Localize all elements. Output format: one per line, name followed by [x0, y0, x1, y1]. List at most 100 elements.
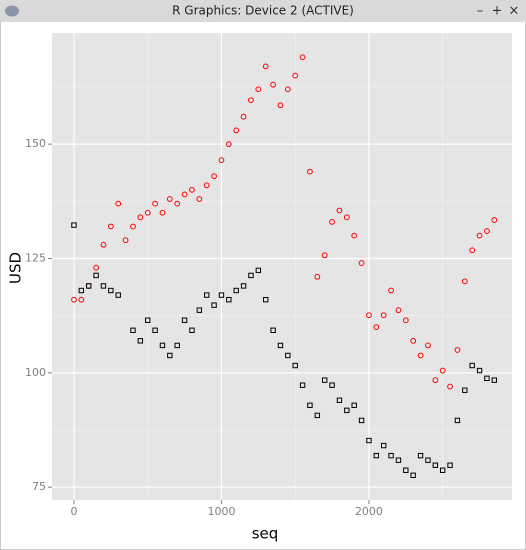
point: [248, 97, 254, 104]
point: [410, 337, 417, 344]
point: [292, 362, 298, 369]
point: [484, 375, 490, 382]
point: [351, 232, 358, 239]
point: [284, 86, 291, 93]
point: [432, 462, 439, 468]
point: [93, 264, 99, 271]
point: [240, 283, 247, 289]
point: [204, 292, 210, 298]
point: [314, 412, 321, 419]
point: [417, 352, 424, 359]
point: [174, 200, 181, 207]
point: [366, 312, 372, 319]
point: [277, 102, 284, 109]
point: [262, 63, 269, 70]
point: [462, 387, 468, 393]
point: [248, 272, 254, 279]
point: [307, 402, 313, 409]
point: [344, 407, 350, 414]
point: [196, 307, 203, 313]
point: [425, 457, 431, 463]
point: [373, 452, 380, 459]
point: [425, 342, 431, 349]
point: [211, 173, 217, 180]
point: [255, 267, 262, 274]
y-tick-label: 75: [32, 480, 46, 493]
point: [270, 81, 276, 88]
close-button[interactable]: ×: [509, 4, 520, 19]
point: [402, 317, 409, 324]
point: [189, 186, 195, 193]
point: [491, 377, 498, 383]
point: [403, 467, 409, 473]
point: [299, 54, 306, 61]
point: [373, 324, 380, 331]
app-icon: [5, 5, 19, 17]
point: [299, 382, 306, 388]
point: [336, 207, 343, 214]
point: [130, 223, 136, 230]
point: [130, 327, 136, 334]
point: [159, 209, 166, 216]
point: [144, 209, 151, 216]
point: [476, 367, 483, 374]
point: [484, 228, 490, 234]
plot-panel: [52, 33, 512, 500]
point: [181, 191, 188, 198]
point: [366, 437, 372, 444]
point: [380, 312, 387, 319]
point: [358, 417, 365, 424]
point: [314, 273, 321, 280]
point: [107, 223, 114, 230]
point: [263, 296, 269, 303]
window-title: R Graphics: Device 2 (ACTIVE): [172, 4, 354, 18]
point: [329, 382, 335, 388]
point: [343, 214, 350, 221]
point: [307, 168, 313, 175]
point: [211, 302, 217, 308]
point: [86, 283, 92, 289]
point: [78, 296, 85, 303]
point: [380, 442, 387, 449]
point: [100, 283, 107, 289]
point: [93, 272, 99, 279]
y-axis-label: USD: [7, 252, 25, 284]
point: [454, 347, 461, 353]
point: [388, 287, 394, 294]
point: [115, 292, 121, 298]
point: [218, 292, 225, 298]
point: [152, 327, 158, 334]
point: [358, 260, 365, 266]
point: [255, 86, 262, 93]
point: [196, 196, 203, 202]
point: [476, 232, 483, 239]
point: [218, 157, 225, 164]
point: [417, 452, 424, 459]
point: [277, 342, 284, 349]
point: [167, 352, 173, 359]
point: [233, 287, 239, 294]
point: [336, 397, 343, 403]
point: [395, 457, 402, 463]
point: [351, 402, 357, 409]
point: [137, 338, 144, 344]
point: [461, 278, 468, 285]
y-tick-label: 150: [25, 137, 46, 150]
point: [108, 287, 114, 294]
point: [100, 241, 107, 248]
x-tick-label: 1000: [207, 505, 235, 518]
minimize-button[interactable]: –: [477, 4, 484, 19]
title-bar: [0, 0, 526, 22]
point: [410, 472, 416, 479]
point: [71, 296, 77, 303]
point: [159, 342, 166, 349]
x-tick-label: 0: [70, 505, 77, 518]
point: [174, 342, 180, 349]
point: [447, 462, 453, 468]
point: [122, 237, 129, 244]
point: [152, 200, 158, 207]
point: [432, 377, 439, 384]
maximize-button[interactable]: +: [492, 4, 503, 19]
point: [329, 219, 335, 225]
